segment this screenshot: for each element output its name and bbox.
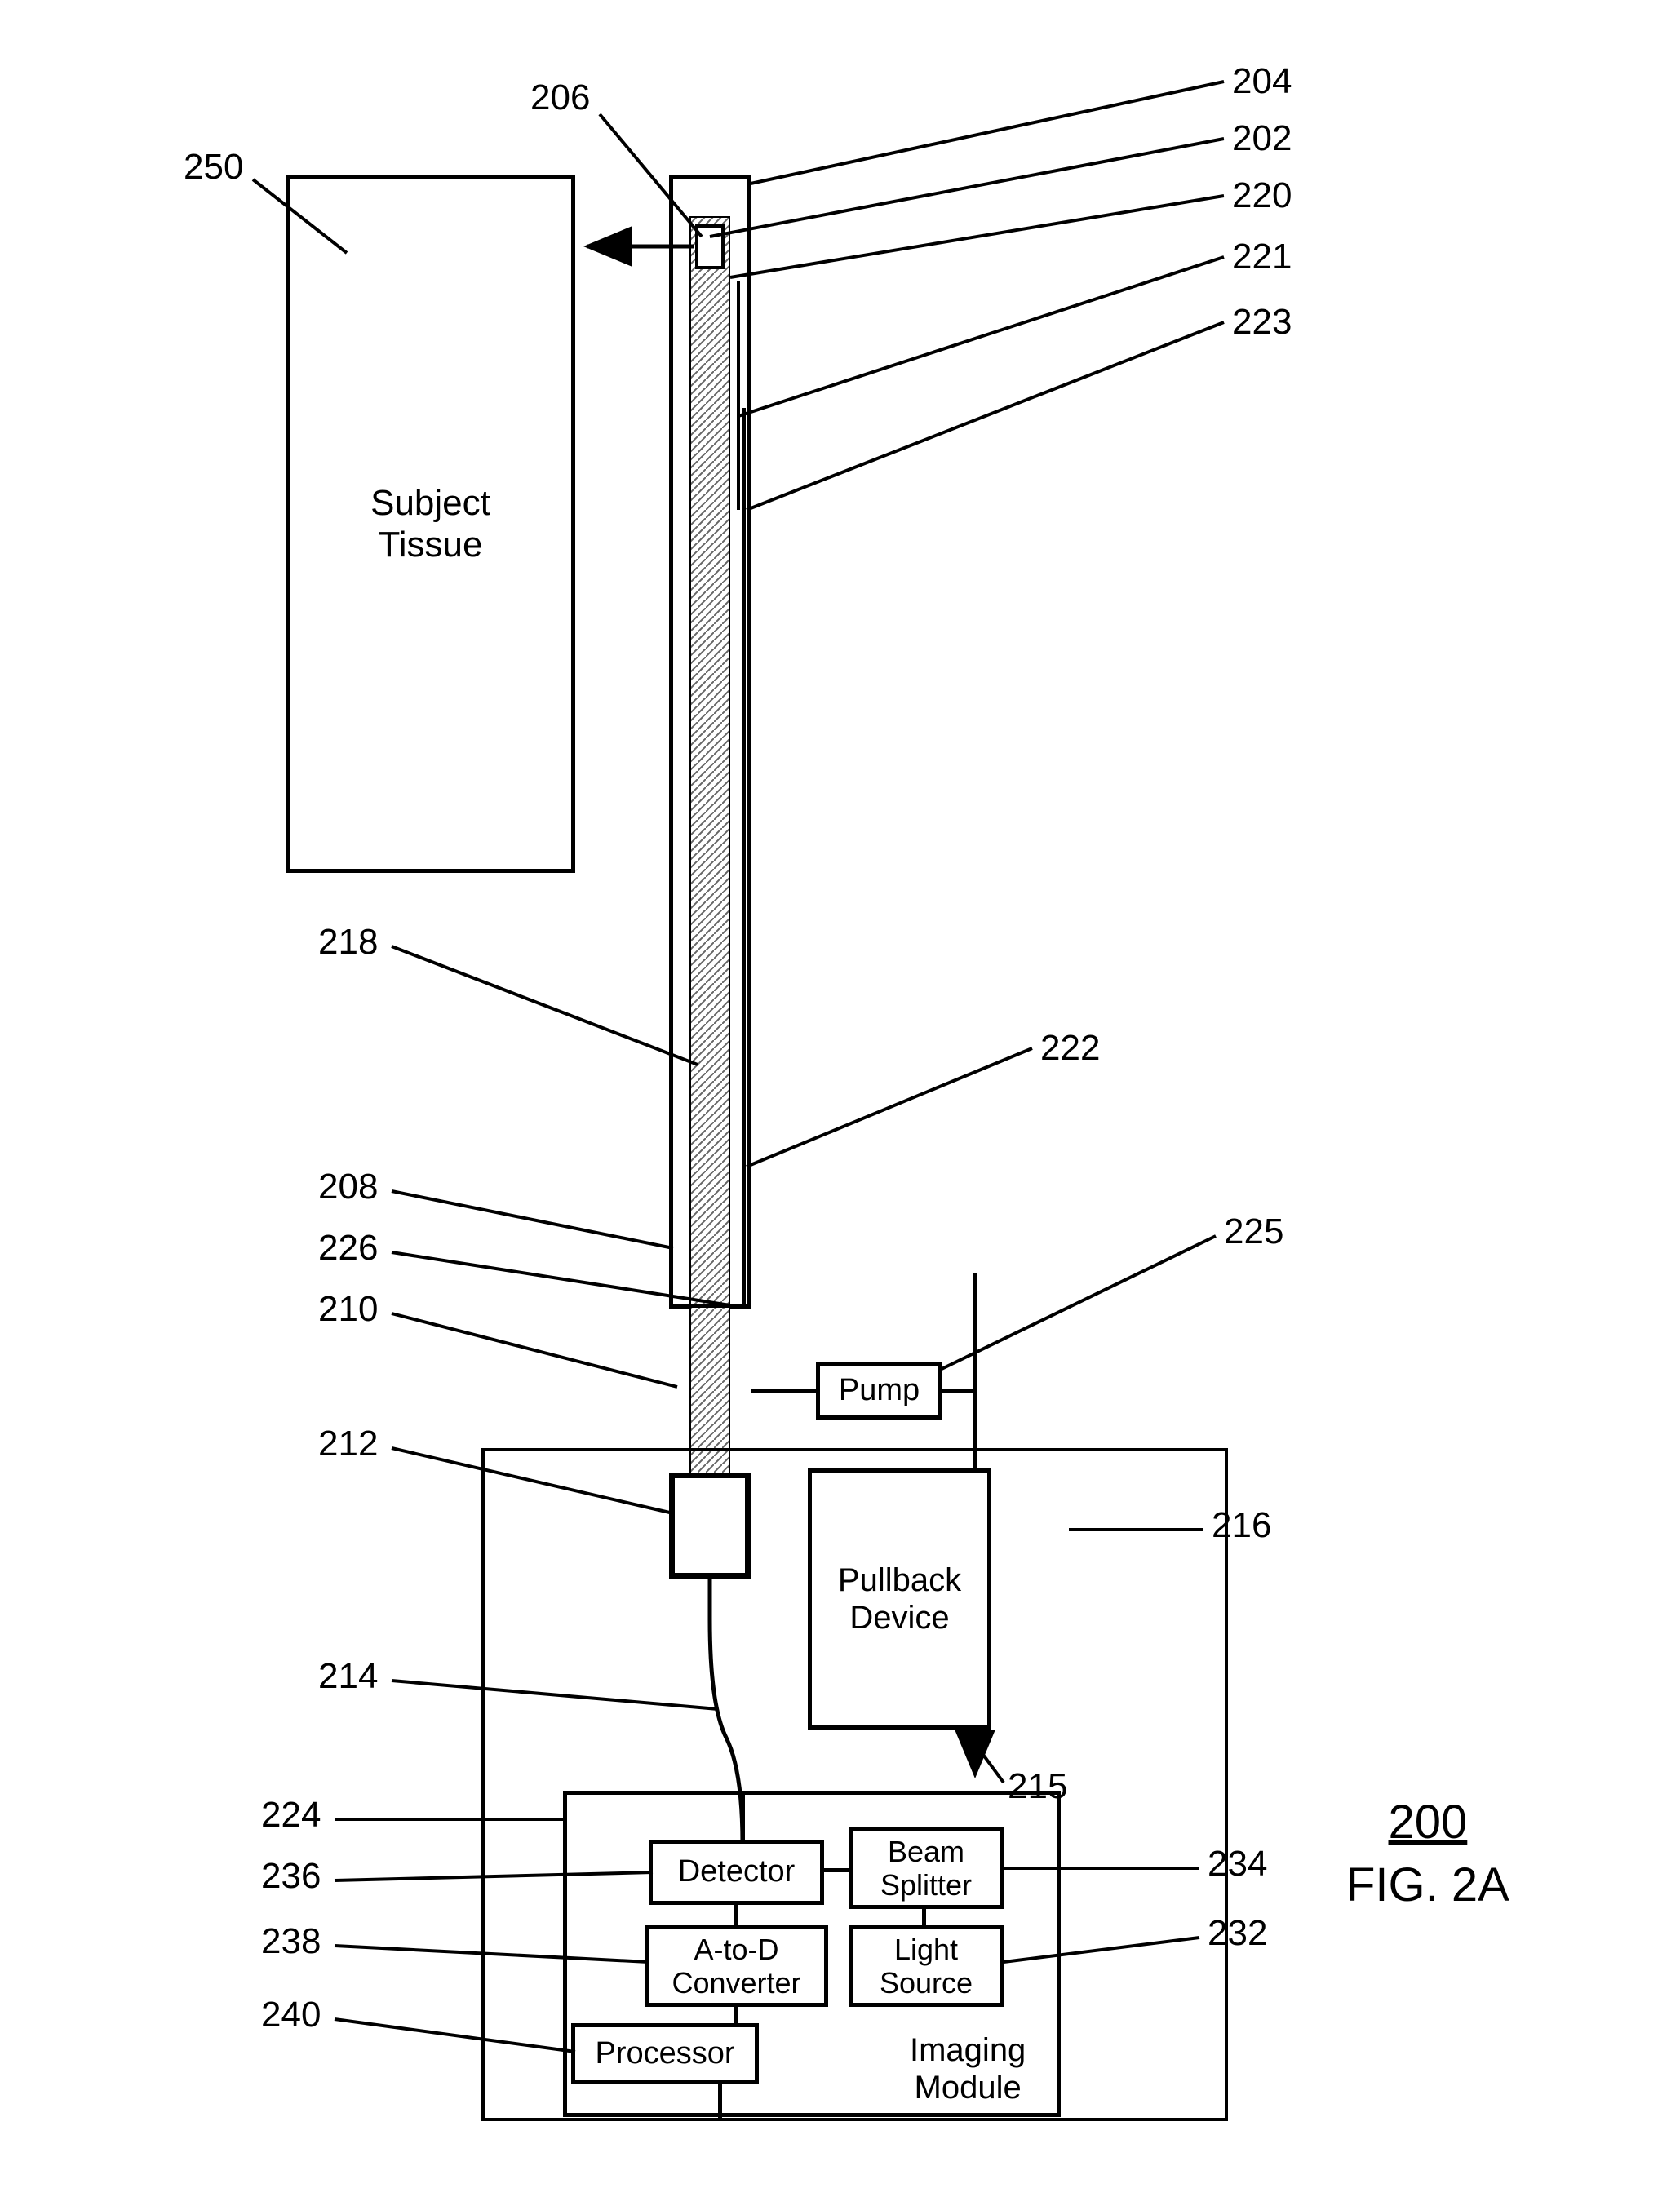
bs-to-ls: [922, 1909, 926, 1925]
callout-212: 212: [318, 1424, 378, 1464]
callout-218: 218: [318, 922, 378, 963]
core-218-hatch: [689, 216, 730, 1477]
callout-225: 225: [1224, 1211, 1283, 1252]
pullback-label: Pullback Device: [838, 1561, 961, 1637]
callout-206: 206: [530, 78, 590, 118]
lumen-221: [737, 281, 740, 510]
callout-221: 221: [1232, 237, 1292, 277]
pullback-device-box: Pullback Device: [808, 1468, 991, 1730]
lumen-222: [742, 408, 746, 1309]
pump-label: Pump: [839, 1373, 920, 1409]
callout-223: 223: [1232, 302, 1292, 343]
detector-box: Detector: [649, 1840, 824, 1905]
callout-202: 202: [1232, 118, 1292, 159]
processor-label: Processor: [595, 2036, 734, 2072]
callout-250: 250: [184, 147, 243, 188]
sheath-bottom-line: [669, 1304, 751, 1308]
light-source-box: Light Source: [849, 1925, 1004, 2007]
beam-splitter-label: Beam Splitter: [880, 1835, 972, 1902]
pump-to-pullback: [942, 1389, 975, 1393]
callout-214: 214: [318, 1656, 378, 1697]
callout-222: 222: [1040, 1028, 1100, 1069]
light-source-label: Light Source: [880, 1933, 973, 2000]
atod-box: A-to-D Converter: [645, 1925, 828, 2007]
diagram-canvas: Subject Tissue Pump: [0, 0, 1680, 2188]
pump-tube: [751, 1389, 816, 1393]
callout-215: 215: [1008, 1766, 1067, 1807]
callout-232: 232: [1208, 1913, 1267, 1954]
atod-to-proc: [734, 2007, 738, 2023]
callout-208: 208: [318, 1167, 378, 1207]
callout-236: 236: [261, 1856, 321, 1897]
figure-caption: FIG. 2A: [1346, 1858, 1509, 1911]
det-to-atod: [734, 1905, 738, 1925]
beam-splitter-box: Beam Splitter: [849, 1827, 1004, 1909]
tip-206: [695, 224, 725, 269]
atod-label: A-to-D Converter: [672, 1933, 800, 2000]
fiber-to-det: [741, 1791, 745, 1840]
callout-210: 210: [318, 1289, 378, 1330]
callout-220: 220: [1232, 175, 1292, 216]
subject-tissue-box: Subject Tissue: [286, 175, 575, 873]
imaging-module-label: Imaging Module: [910, 2031, 1026, 2106]
pump-box: Pump: [816, 1362, 942, 1420]
processor-box: Processor: [571, 2023, 759, 2084]
callout-240: 240: [261, 1995, 321, 2035]
callout-216: 216: [1212, 1505, 1271, 1546]
callout-224: 224: [261, 1795, 321, 1836]
proc-out: [718, 2084, 722, 2121]
figure-number: 200: [1346, 1795, 1509, 1849]
callout-234: 234: [1208, 1844, 1267, 1885]
callout-238: 238: [261, 1921, 321, 1962]
det-to-bs: [824, 1868, 849, 1872]
figure-label: 200 FIG. 2A: [1346, 1795, 1509, 1912]
detector-label: Detector: [678, 1854, 796, 1890]
subject-tissue-label: Subject Tissue: [370, 483, 490, 565]
callout-226: 226: [318, 1228, 378, 1269]
callout-204: 204: [1232, 61, 1292, 102]
